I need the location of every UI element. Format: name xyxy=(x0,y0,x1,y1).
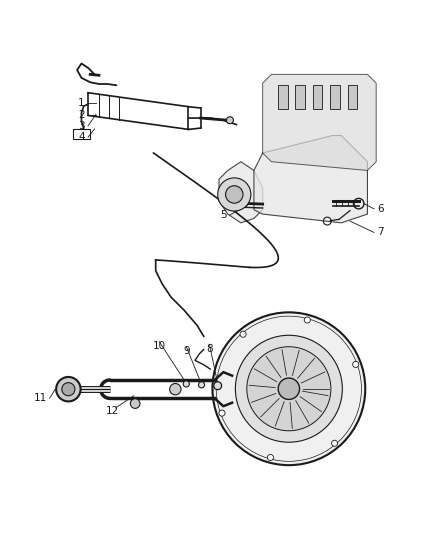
Polygon shape xyxy=(254,135,367,223)
Text: 4: 4 xyxy=(78,132,85,142)
Polygon shape xyxy=(219,161,263,223)
Circle shape xyxy=(56,377,81,401)
Text: 1: 1 xyxy=(78,98,85,108)
Text: 8: 8 xyxy=(206,344,213,353)
Circle shape xyxy=(214,382,222,390)
Text: 10: 10 xyxy=(152,341,166,351)
Circle shape xyxy=(218,178,251,211)
Text: 2: 2 xyxy=(78,110,85,119)
Circle shape xyxy=(235,335,343,442)
Circle shape xyxy=(226,185,243,203)
Circle shape xyxy=(247,347,331,431)
Polygon shape xyxy=(263,75,376,171)
Text: 6: 6 xyxy=(377,204,384,214)
Circle shape xyxy=(170,384,181,395)
Circle shape xyxy=(226,117,233,124)
Circle shape xyxy=(131,399,140,408)
Circle shape xyxy=(183,381,189,387)
Bar xyxy=(278,85,288,109)
Text: 11: 11 xyxy=(34,393,47,403)
Circle shape xyxy=(198,382,205,388)
Bar xyxy=(73,130,90,139)
Circle shape xyxy=(304,317,311,323)
Circle shape xyxy=(353,361,359,367)
Bar xyxy=(313,85,322,109)
Circle shape xyxy=(332,440,338,446)
Bar xyxy=(295,85,305,109)
Circle shape xyxy=(62,383,75,395)
Bar xyxy=(348,85,357,109)
Text: 5: 5 xyxy=(220,210,227,220)
Text: 3: 3 xyxy=(78,121,85,131)
Circle shape xyxy=(219,410,225,416)
Text: 9: 9 xyxy=(183,346,190,356)
Text: 12: 12 xyxy=(106,407,119,416)
Circle shape xyxy=(240,331,246,337)
Circle shape xyxy=(267,455,273,461)
Circle shape xyxy=(278,378,300,399)
Circle shape xyxy=(212,312,365,465)
Text: 7: 7 xyxy=(377,228,384,237)
Bar xyxy=(330,85,340,109)
